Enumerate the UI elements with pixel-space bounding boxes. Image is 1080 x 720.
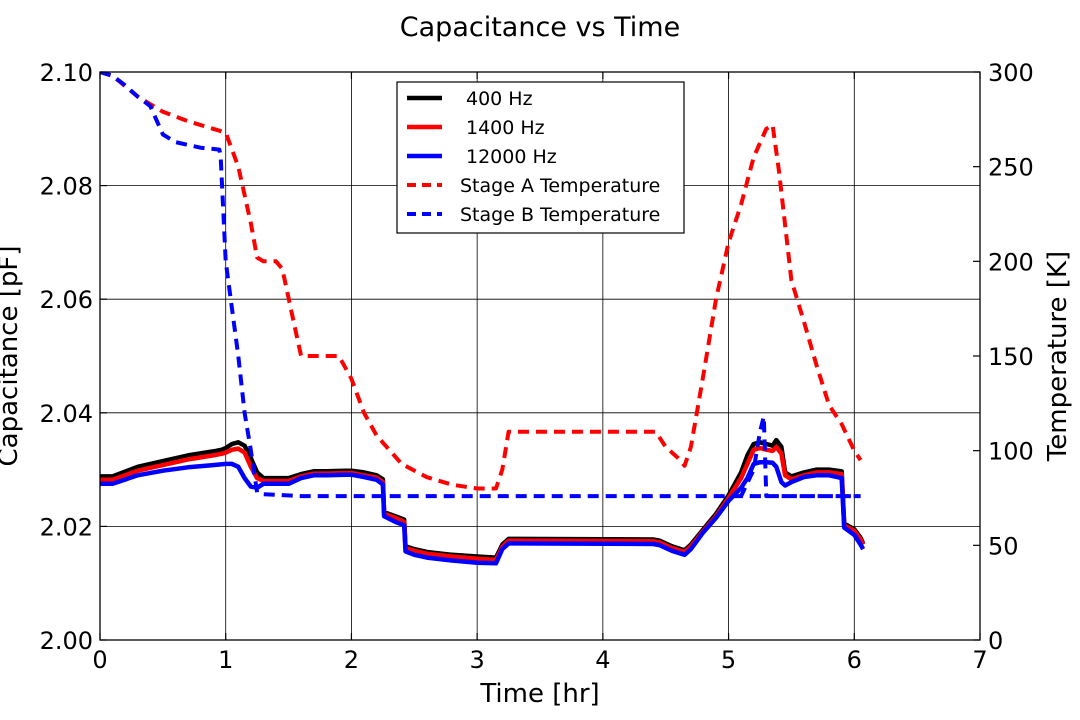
y2-tick-label: 0	[988, 627, 1003, 655]
legend-label: 400 Hz	[466, 88, 533, 110]
legend-label: 12000 Hz	[466, 146, 557, 168]
axis-ticks: 0 1 2 3 4 5 6 7 2.00 2.02 2.04 2.06 2.08 2.10 0 50 100 15…	[40, 59, 1034, 674]
x-tick-label: 7	[972, 646, 987, 674]
series-line-12000-hz	[100, 459, 866, 566]
chart-title: Capacitance vs Time	[400, 12, 680, 43]
y-tick-label: 2.10	[40, 59, 93, 87]
x-axis-label: Time [hr]	[479, 679, 599, 709]
series-lines	[100, 72, 866, 566]
legend-box	[396, 81, 685, 234]
series-line-1400-hz	[100, 444, 866, 563]
legend-label: Stage B Temperature	[460, 204, 660, 226]
y-tick-label: 2.00	[40, 627, 93, 655]
y-axis-label: Capacitance [pF]	[0, 246, 24, 467]
y2-tick-label: 300	[988, 59, 1034, 87]
y2-tick-label: 200	[988, 248, 1034, 276]
y-tick-label: 2.02	[40, 513, 93, 541]
y2-tick-label: 100	[988, 438, 1034, 466]
y-tick-label: 2.04	[40, 400, 93, 428]
x-tick-label: 4	[595, 646, 610, 674]
legend: 400 Hz 1400 Hz 12000 Hz Stage A Temperature…	[396, 81, 685, 234]
y2-axis-label: Temperature [K]	[1043, 251, 1073, 462]
x-tick-label: 2	[344, 646, 359, 674]
series-line-stage-b-temperature	[100, 72, 861, 499]
y-tick-label: 2.06	[40, 286, 93, 314]
x-tick-label: 5	[721, 646, 736, 674]
y2-tick-label: 50	[988, 532, 1019, 560]
x-tick-label: 6	[847, 646, 862, 674]
x-tick-label: 3	[470, 646, 485, 674]
series-group	[100, 72, 866, 566]
series-line-stage-a-temperature	[100, 72, 863, 491]
x-tick-label: 0	[92, 646, 107, 674]
y2-tick-label: 250	[988, 154, 1034, 182]
y-tick-label: 2.08	[40, 173, 93, 201]
x-tick-label: 1	[218, 646, 233, 674]
legend-label: Stage A Temperature	[460, 175, 660, 197]
y2-tick-label: 150	[988, 343, 1034, 371]
legend-label: 1400 Hz	[466, 117, 545, 139]
